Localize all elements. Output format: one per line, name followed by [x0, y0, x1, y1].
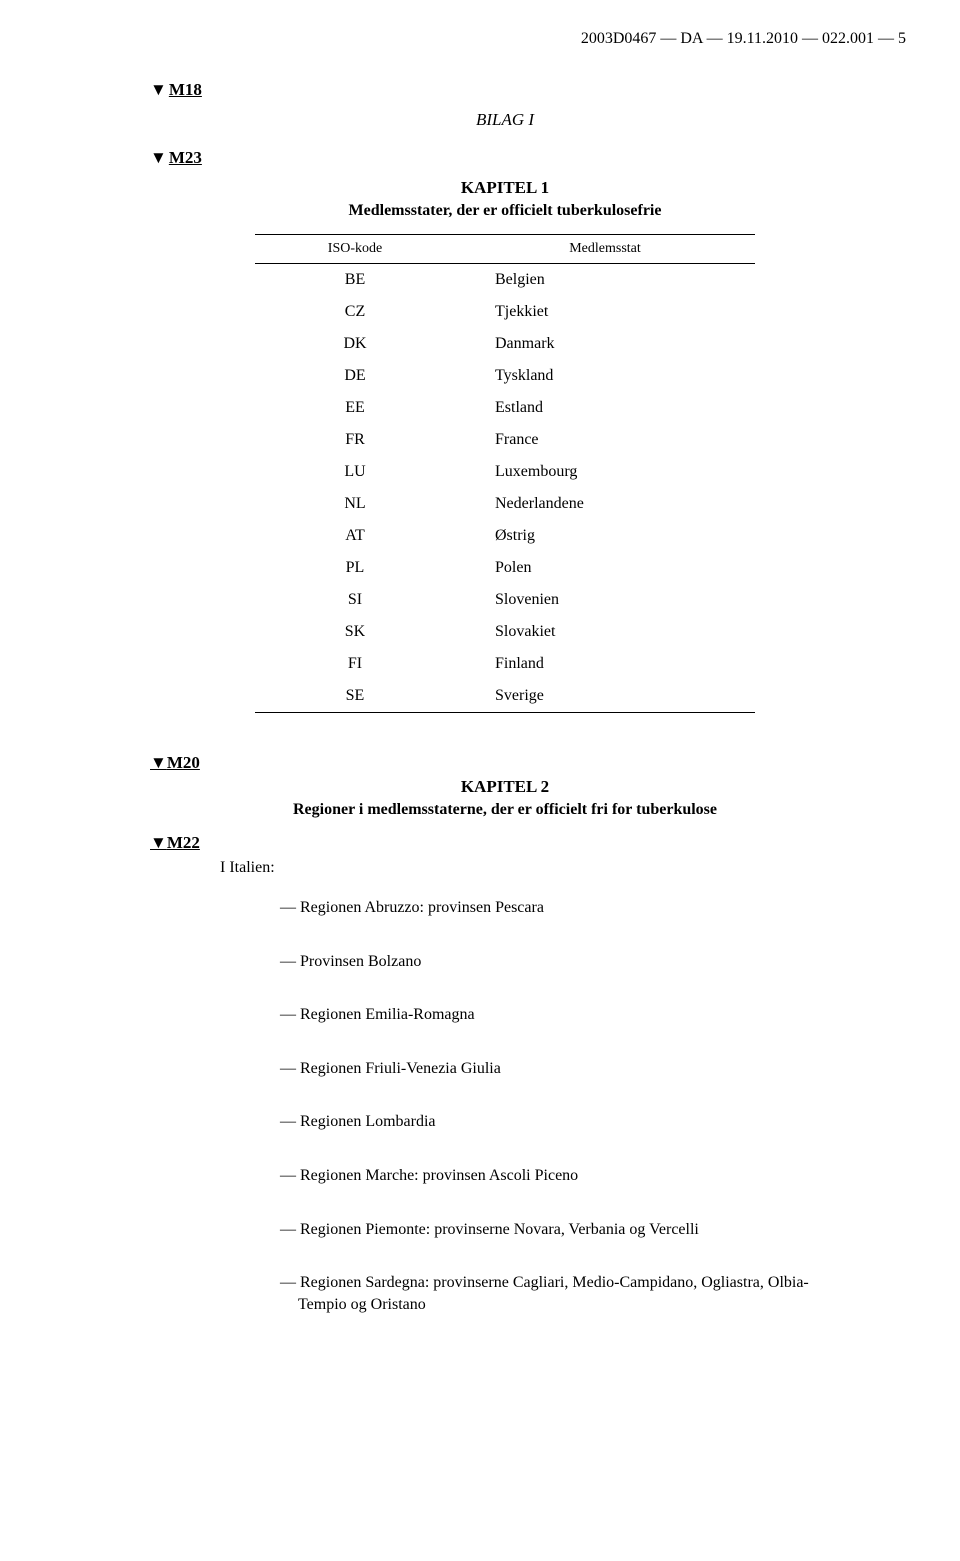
member-state: Luxembourg	[455, 456, 755, 488]
iso-code: BE	[255, 264, 455, 297]
marker-m22-row: ▼M22	[150, 833, 860, 853]
iso-code: DK	[255, 328, 455, 360]
iso-code: PL	[255, 552, 455, 584]
member-state: Belgien	[455, 264, 755, 297]
member-state: Danmark	[455, 328, 755, 360]
table-header-row: ISO-kode Medlemsstat	[255, 235, 755, 264]
table-row: PLPolen	[255, 552, 755, 584]
triangle-icon: ▼	[150, 753, 167, 772]
table-row: SKSlovakiet	[255, 616, 755, 648]
triangle-icon: ▼	[150, 148, 167, 168]
chapter1-subtitle: Medlemsstater, der er officielt tuberkul…	[150, 202, 860, 220]
member-state: Finland	[455, 648, 755, 680]
chapter2-title: KAPITEL 2	[150, 777, 860, 797]
region-item: Regionen Sardegna: provinserne Cagliari,…	[280, 1272, 820, 1315]
member-state: Nederlandene	[455, 488, 755, 520]
page: 2003D0467 — DA — 19.11.2010 — 022.001 — …	[0, 0, 960, 1561]
region-item: Regionen Abruzzo: provinsen Pescara	[280, 897, 820, 919]
region-list: Regionen Abruzzo: provinsen Pescara Provi…	[280, 897, 820, 1315]
region-item: Regionen Lombardia	[280, 1111, 820, 1133]
table-row: NLNederlandene	[255, 488, 755, 520]
marker-m20-label: M20	[167, 753, 200, 772]
table-row: FRFrance	[255, 424, 755, 456]
marker-m20: ▼M20	[150, 753, 200, 772]
triangle-icon: ▼	[150, 80, 167, 100]
region-item: Regionen Friuli-Venezia Giulia	[280, 1058, 820, 1080]
iso-code: SE	[255, 680, 455, 713]
marker-m18: ▼M18	[150, 80, 860, 100]
marker-m23: ▼M23	[150, 148, 860, 168]
iso-code: AT	[255, 520, 455, 552]
table-row: DETyskland	[255, 360, 755, 392]
table-row: EEEstland	[255, 392, 755, 424]
table-row: SESverige	[255, 680, 755, 713]
italy-label: I Italien:	[220, 859, 860, 877]
iso-code: FI	[255, 648, 455, 680]
iso-code: FR	[255, 424, 455, 456]
annex-title: BILAG I	[150, 110, 860, 130]
iso-code: LU	[255, 456, 455, 488]
member-state: Tyskland	[455, 360, 755, 392]
member-state: Slovenien	[455, 584, 755, 616]
iso-table: ISO-kode Medlemsstat BEBelgienCZTjekkiet…	[255, 234, 755, 713]
region-item: Regionen Emilia-Romagna	[280, 1004, 820, 1026]
iso-code: SI	[255, 584, 455, 616]
table-row: LULuxembourg	[255, 456, 755, 488]
chapter1-title: KAPITEL 1	[150, 178, 860, 198]
table-row: SISlovenien	[255, 584, 755, 616]
table-row: CZTjekkiet	[255, 296, 755, 328]
table-row: BEBelgien	[255, 264, 755, 297]
col-iso: ISO-kode	[255, 235, 455, 264]
table-row: ATØstrig	[255, 520, 755, 552]
marker-m22-label: M22	[167, 833, 200, 852]
member-state: Estland	[455, 392, 755, 424]
region-item: Regionen Marche: provinsen Ascoli Piceno	[280, 1165, 820, 1187]
iso-code: NL	[255, 488, 455, 520]
marker-m22: ▼M22	[150, 833, 200, 852]
member-state: Tjekkiet	[455, 296, 755, 328]
table-row: DKDanmark	[255, 328, 755, 360]
col-state: Medlemsstat	[455, 235, 755, 264]
chapter2-subtitle: Regioner i medlemsstaterne, der er offic…	[150, 801, 860, 819]
marker-m18-label: M18	[169, 80, 202, 99]
region-item: Regionen Piemonte: provinserne Novara, V…	[280, 1219, 820, 1241]
member-state: Østrig	[455, 520, 755, 552]
member-state: Sverige	[455, 680, 755, 713]
region-item: Provinsen Bolzano	[280, 951, 820, 973]
member-state: Polen	[455, 552, 755, 584]
header-line: 2003D0467 — DA — 19.11.2010 — 022.001 — …	[581, 30, 906, 48]
marker-m20-row: ▼M20	[150, 753, 860, 773]
chapter2-block: ▼M20 KAPITEL 2 Regioner i medlemsstatern…	[150, 753, 860, 1315]
triangle-icon: ▼	[150, 833, 167, 852]
marker-m23-label: M23	[169, 148, 202, 167]
table-row: FIFinland	[255, 648, 755, 680]
content: ▼M18 BILAG I ▼M23 KAPITEL 1 Medlemsstate…	[0, 0, 960, 1315]
iso-code: DE	[255, 360, 455, 392]
iso-code: EE	[255, 392, 455, 424]
member-state: France	[455, 424, 755, 456]
iso-code: CZ	[255, 296, 455, 328]
member-state: Slovakiet	[455, 616, 755, 648]
iso-code: SK	[255, 616, 455, 648]
